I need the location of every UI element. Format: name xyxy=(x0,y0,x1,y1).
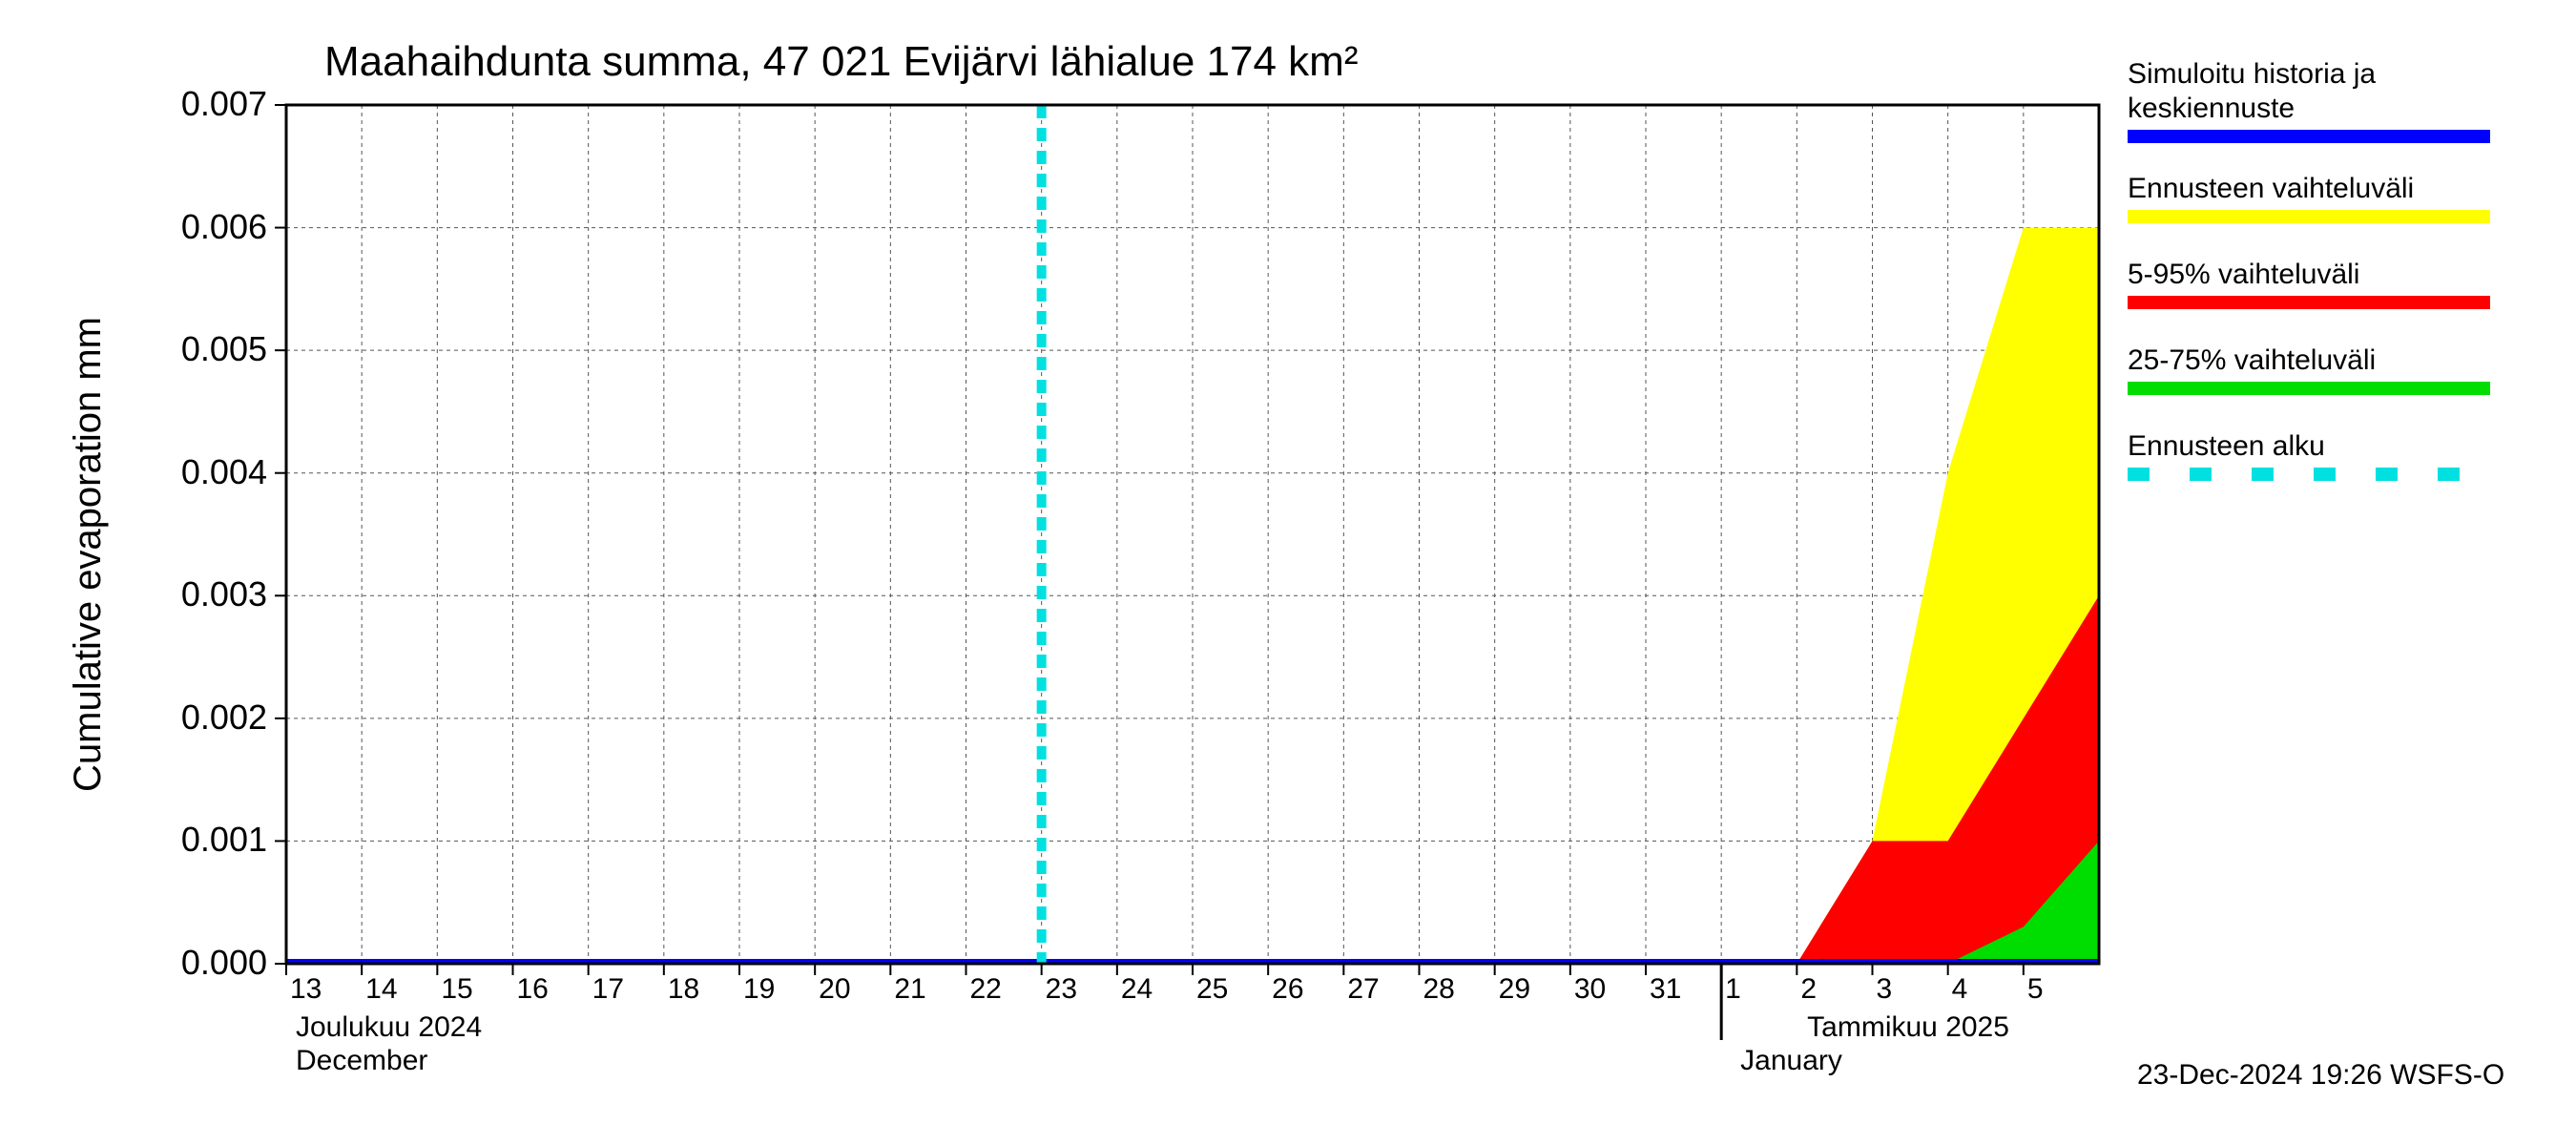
legend-item-history: Simuloitu historia ja keskiennuste xyxy=(2128,57,2490,143)
chart-canvas: Maahaihdunta summa, 47 021 Evijärvi lähi… xyxy=(0,0,2576,1145)
legend-swatch-dash xyxy=(2128,468,2490,481)
month1-fi: Joulukuu 2024 xyxy=(296,1011,482,1044)
legend-item-p5_95: 5-95% vaihteluväli xyxy=(2128,258,2490,309)
legend-label: 25-75% vaihteluväli xyxy=(2128,344,2490,378)
legend-label: Simuloitu historia ja keskiennuste xyxy=(2128,57,2490,126)
month1-en: December xyxy=(296,1045,427,1077)
legend-item-p25_75: 25-75% vaihteluväli xyxy=(2128,344,2490,395)
legend-swatch xyxy=(2128,296,2490,309)
footer-timestamp: 23-Dec-2024 19:26 WSFS-O xyxy=(2137,1059,2504,1092)
legend-label: Ennusteen vaihteluväli xyxy=(2128,172,2490,206)
legend-label: Ennusteen alku xyxy=(2128,429,2490,464)
legend-swatch xyxy=(2128,210,2490,223)
legend-item-start: Ennusteen alku xyxy=(2128,429,2490,481)
legend-swatch xyxy=(2128,130,2490,143)
month2-fi: Tammikuu 2025 xyxy=(1807,1011,2009,1044)
legend-label: 5-95% vaihteluväli xyxy=(2128,258,2490,292)
month2-en: January xyxy=(1740,1045,1842,1077)
legend-swatch xyxy=(2128,382,2490,395)
legend-item-full: Ennusteen vaihteluväli xyxy=(2128,172,2490,223)
